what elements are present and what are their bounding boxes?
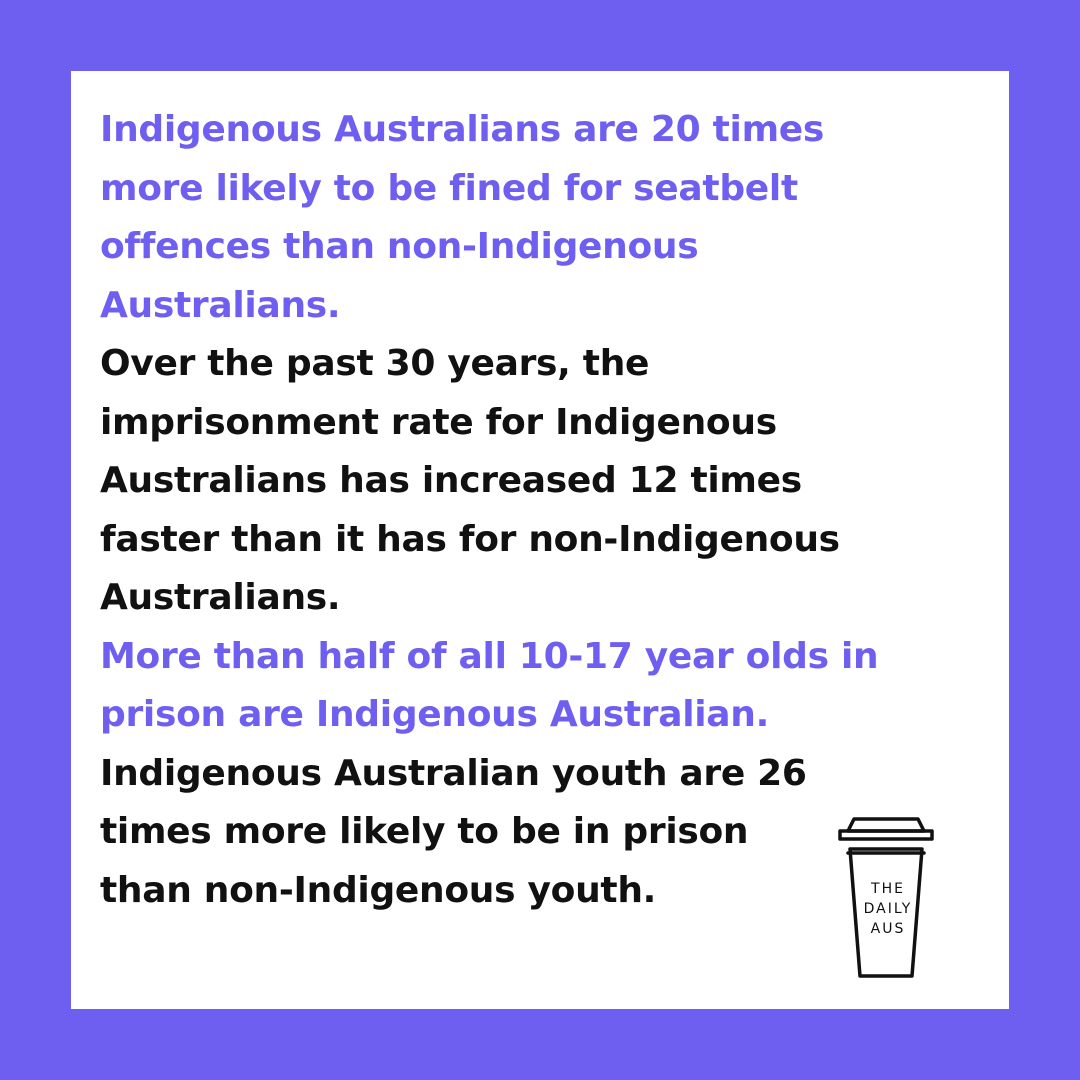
logo-text-the: THE <box>871 881 905 897</box>
the-daily-aus-logo: THE DAILY AUS <box>826 811 946 981</box>
fact-youth-in-prison: More than half of all 10-17 year olds in… <box>100 635 879 736</box>
content-card: Indigenous Australians are 20 times more… <box>71 71 1009 1009</box>
facts-list: Indigenous Australians are 20 times more… <box>100 101 1000 920</box>
logo-text-aus: AUS <box>870 921 906 937</box>
fact-youth-likelihood: Indigenous Australian youth are 26 times… <box>100 752 807 911</box>
coffee-cup-icon <box>838 817 934 978</box>
fact-imprisonment-rate: Over the past 30 years, the imprisonment… <box>100 343 840 618</box>
fact-seatbelt-fines: Indigenous Australians are 20 times more… <box>100 109 825 326</box>
logo-text-daily: DAILY <box>863 901 913 917</box>
